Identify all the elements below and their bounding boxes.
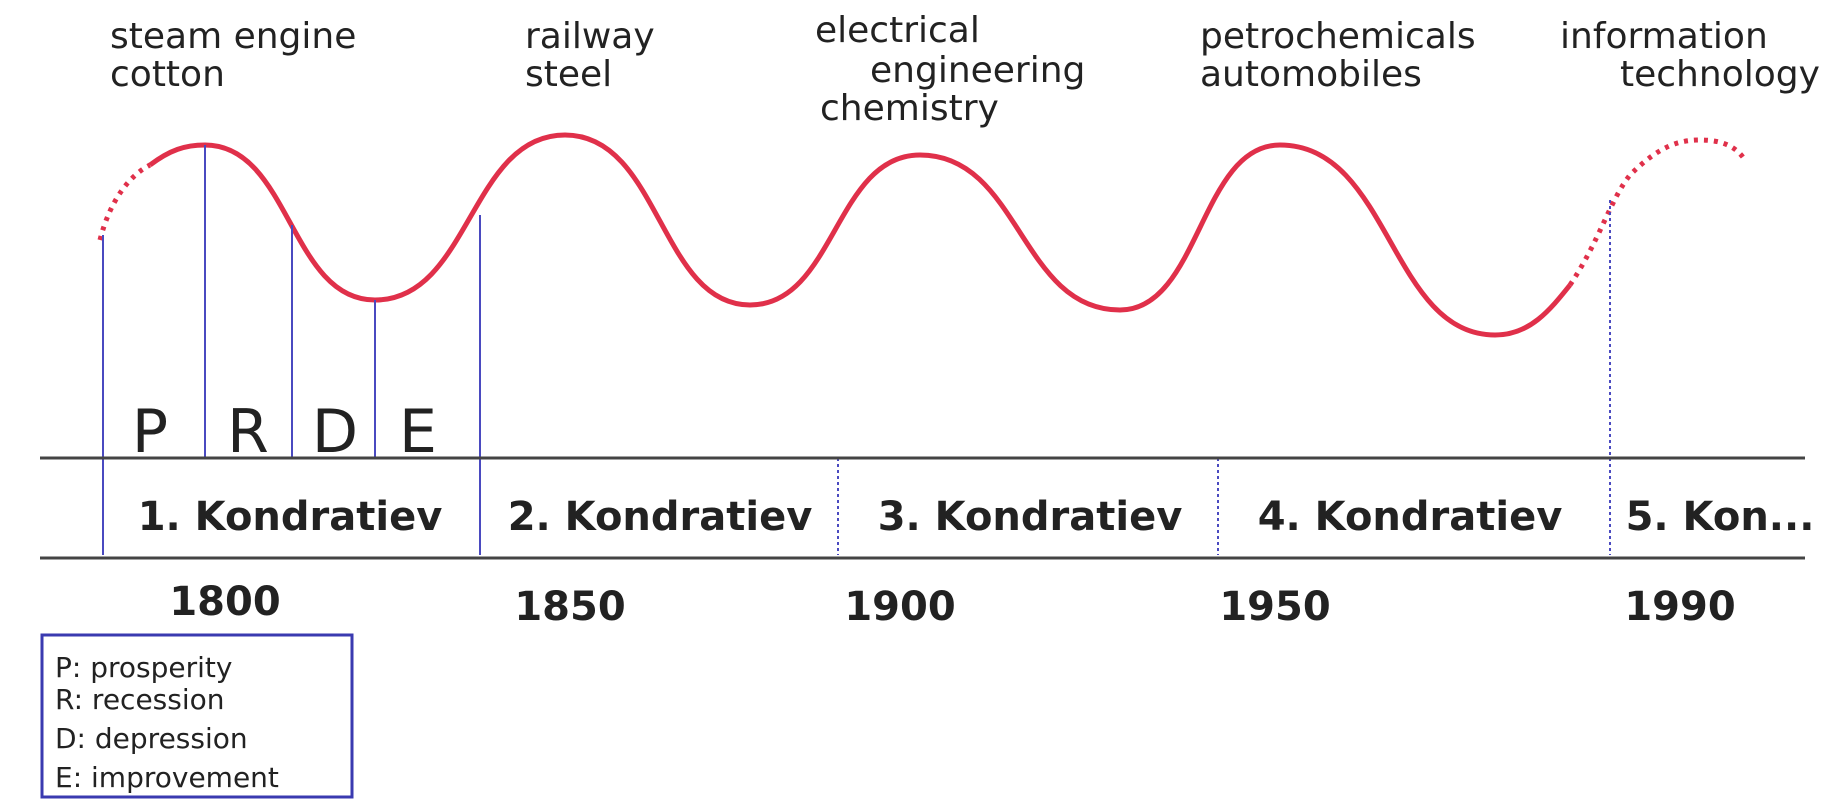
year-label: 1900 — [844, 584, 955, 630]
cycle-label: 5. Kon... — [1626, 494, 1815, 540]
cycle-label: 2. Kondratiev — [508, 494, 813, 540]
year-label: 1850 — [514, 584, 625, 630]
era-label: chemistry — [820, 88, 999, 129]
era-label: electrical — [815, 10, 980, 51]
era-label: petrochemicals — [1200, 16, 1476, 57]
wave-dotted-end — [1567, 137, 1748, 287]
cycle-label: 1. Kondratiev — [138, 494, 443, 540]
era-label: railway — [525, 16, 655, 57]
legend-item: E: improvement — [55, 761, 279, 794]
year-label: 1990 — [1624, 584, 1735, 630]
era-label: automobiles — [1200, 54, 1422, 95]
year-label: 1800 — [169, 579, 280, 625]
phase-letter: E — [399, 397, 437, 467]
legend-item: D: depression — [55, 722, 248, 755]
year-label: 1950 — [1219, 584, 1330, 630]
phase-letter: D — [312, 397, 358, 467]
phase-lines — [102, 145, 1611, 555]
wave — [148, 132, 1572, 338]
cycle-label: 4. Kondratiev — [1258, 494, 1563, 540]
phase-letter: R — [227, 397, 269, 467]
era-label: steam engine — [110, 16, 356, 57]
era-label: engineering — [870, 50, 1085, 91]
wave-dotted-start — [97, 162, 152, 241]
era-label: technology — [1620, 54, 1820, 95]
legend-item: R: recession — [55, 683, 225, 716]
era-label: steel — [525, 54, 612, 95]
era-label: cotton — [110, 54, 225, 95]
legend-item: P: prosperity — [55, 651, 232, 684]
phase-letter: P — [132, 397, 168, 467]
legend-box — [40, 633, 354, 799]
era-label: information — [1560, 16, 1768, 57]
cycle-label: 3. Kondratiev — [878, 494, 1183, 540]
